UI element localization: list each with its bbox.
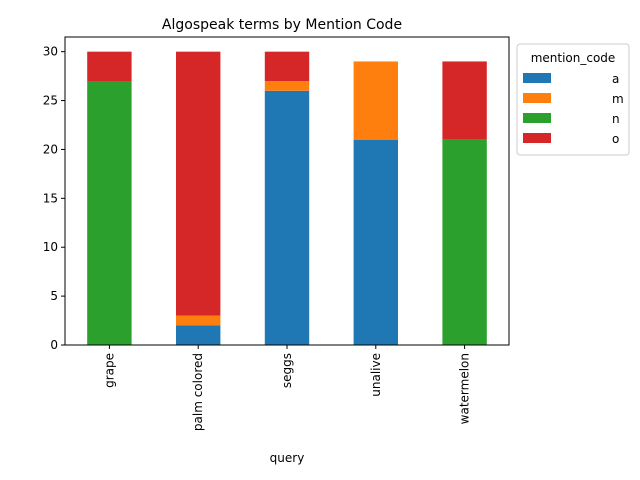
x-tick-label: seggs [280,353,294,388]
legend-swatch [523,73,551,83]
bar-segment [176,315,221,326]
legend-box [516,43,630,156]
legend-label: a [612,72,619,86]
bar-segment [264,81,310,91]
x-tick-label: grape [102,353,116,388]
bar-segment [442,61,487,140]
bar-segment [353,61,398,140]
legend-swatch [523,113,551,123]
bar-segment [442,139,487,345]
bar-segment [353,139,398,345]
legend-label: o [612,132,619,146]
bars-group [87,51,487,346]
chart-title: Algospeak terms by Mention Code [162,17,402,33]
y-tick-label: 25 [43,94,58,108]
x-tick-label: palm colored [191,353,205,431]
bar-segment [87,51,132,81]
bar-segment [176,325,221,345]
x-tick-label: watermelon [458,353,472,424]
legend-swatch [523,93,551,103]
bar-segment [87,81,132,345]
legend-label: n [612,112,620,126]
legend-swatch [523,133,551,143]
y-tick-label: 10 [43,240,58,254]
x-tick-label: unalive [369,353,383,397]
x-axis: grape palm colored seggs unalive watermelon [102,345,472,431]
y-tick-label: 30 [43,45,58,59]
bar-segment [176,51,221,316]
legend-title: mention_code [531,51,616,65]
y-tick-label: 15 [43,191,58,205]
y-tick-label: 20 [43,142,58,156]
x-axis-title: query [270,451,305,465]
y-tick-label: 0 [50,338,58,352]
y-tick-label: 5 [50,289,58,303]
y-axis: 0 5 10 15 20 25 30 [43,45,65,352]
legend-label: m [612,92,624,106]
bar-segment [264,90,310,346]
bar-segment [264,51,310,81]
